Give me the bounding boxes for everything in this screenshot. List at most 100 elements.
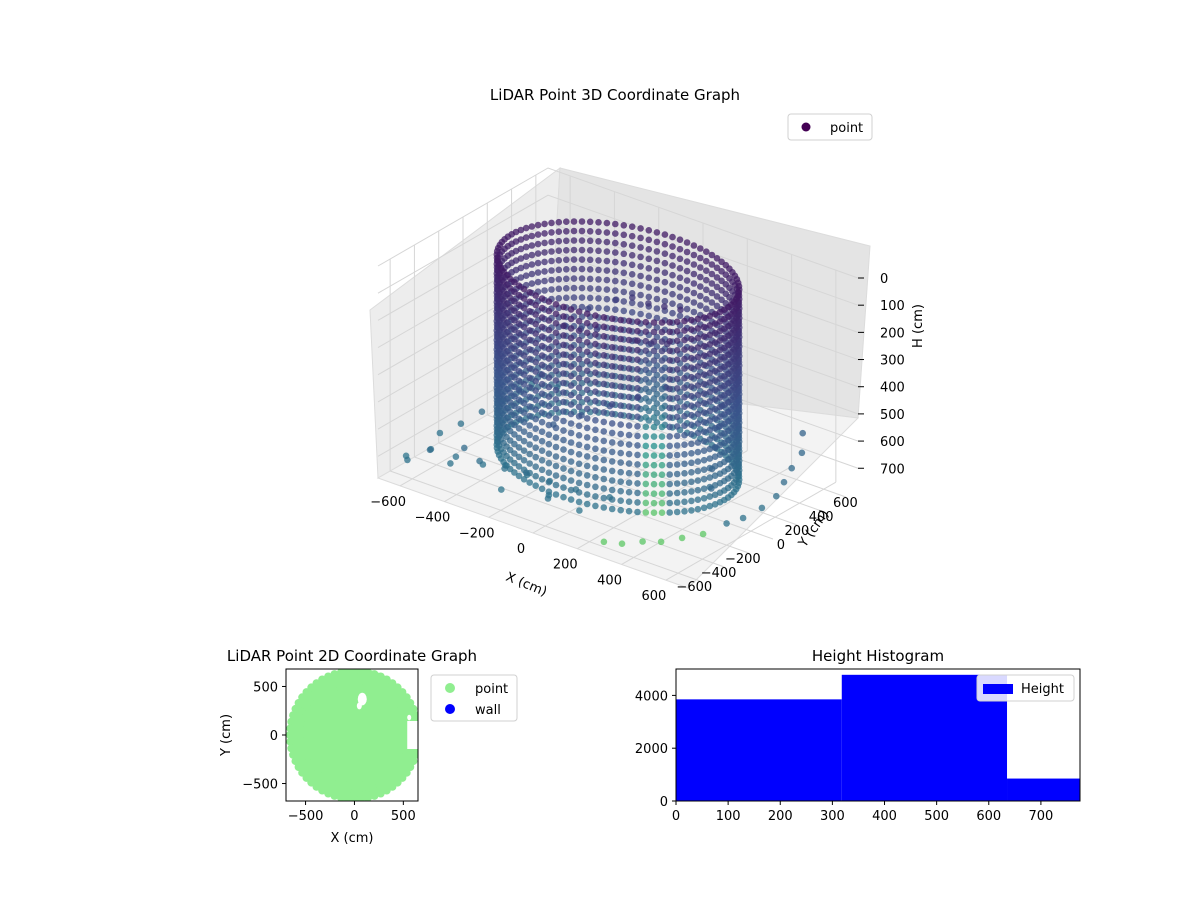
point-3d-1185: [515, 453, 523, 461]
point-3d-1211: [520, 285, 528, 293]
point-3d-151: [612, 230, 619, 237]
point-3d-1134: [511, 393, 518, 400]
point-3d-321: [645, 236, 653, 244]
gap-2d-1: [356, 702, 362, 710]
chart-3d-legend-marker: [801, 122, 811, 132]
point-2d-254: [357, 669, 366, 676]
point-3d-1697: [600, 361, 608, 369]
point-3d-1591: [706, 369, 714, 377]
point-3d-1891: [658, 404, 666, 412]
point-3d-1607: [583, 310, 591, 318]
point-3d-412: [661, 288, 669, 296]
point-3d-1362: [538, 457, 546, 464]
point-3d-24: [586, 228, 594, 235]
point-3d-1544: [711, 329, 719, 337]
point-3d-1854: [666, 452, 673, 459]
point-3d-751: [713, 264, 721, 272]
point-3d-1899: [658, 480, 666, 488]
point-3d-1350: [538, 342, 546, 350]
point-3d-1319: [532, 463, 539, 471]
point-3d-1869: [634, 394, 641, 402]
point-3d-1127: [511, 326, 518, 334]
point-3d-1575: [575, 422, 583, 430]
chart-3d-legend-box: [787, 113, 873, 141]
grid-z-4: [377, 276, 859, 388]
point-3d-1480: [560, 332, 567, 339]
point-3d-1843: [666, 347, 673, 355]
point-3d-409: [661, 259, 669, 267]
point-3d-1131: [511, 364, 518, 372]
point-3d-642: [436, 429, 444, 437]
chart-3d-legend-label: point: [830, 121, 863, 136]
point-3d-1947: [723, 520, 730, 527]
point-3d-1750: [608, 467, 616, 475]
point-3d-1849: [666, 404, 673, 412]
point-3d-1363: [538, 466, 546, 474]
point-3d-1489: [560, 417, 567, 425]
point-3d-1749: [608, 458, 616, 465]
point-3d-1257: [526, 289, 533, 296]
chart-3d-zlabel: H (cm): [911, 304, 926, 348]
grid-y-floor-0: [389, 470, 701, 582]
point-2d-272: [287, 744, 296, 753]
point-3d-1833: [625, 450, 633, 458]
point-3d-363: [653, 238, 661, 246]
point-3d-346: [522, 272, 530, 280]
point-3d-1944: [650, 509, 658, 516]
point-3d-876: [661, 303, 668, 310]
point-3d-1903: [642, 318, 650, 326]
point-3d-1732: [688, 497, 695, 505]
point-3d-1915: [642, 433, 650, 440]
point-3d-150: [612, 220, 619, 228]
point-3d-1772: [681, 479, 688, 487]
point-3d-1137: [511, 421, 518, 429]
point-3d-1181: [515, 415, 523, 423]
point-3d-1800: [673, 337, 681, 345]
point-2d-289: [376, 789, 385, 798]
point-3d-327: [645, 293, 653, 301]
point-3d-1855: [666, 461, 673, 469]
point-3d-1922: [642, 499, 650, 507]
point-3d-1401: [545, 412, 553, 419]
point-3d-1913: [642, 414, 650, 421]
point-2d-274: [291, 757, 300, 766]
point-3d-1810: [673, 432, 681, 440]
point-3d-94: [563, 294, 570, 302]
point-3d-259: [534, 259, 542, 267]
point-3d-174: [548, 248, 555, 255]
point-3d-1893: [658, 423, 666, 431]
point-3d-452: [669, 262, 676, 269]
chart-3d-grid: [377, 167, 859, 582]
point-3d-1940: [650, 471, 658, 479]
point-3d-1876: [634, 461, 641, 468]
point-3d-1033: [461, 444, 468, 452]
point-3d-1936: [650, 433, 658, 440]
point-3d-1610: [583, 339, 591, 346]
point-3d-1900: [658, 490, 666, 498]
point-3d-1938: [650, 452, 658, 459]
point-3d-1874: [634, 442, 641, 449]
point-3d-1908: [642, 366, 650, 374]
point-3d-1535: [567, 439, 575, 446]
point-3d-92: [563, 275, 570, 283]
point-3d-1559: [711, 472, 719, 480]
point-3d-535: [683, 248, 691, 256]
grid-y-floor-3: [462, 428, 774, 540]
point-3d-175: [548, 257, 555, 265]
point-3d-194: [620, 241, 628, 248]
point-3d-1568: [575, 355, 583, 363]
point-3d-1550: [711, 386, 719, 394]
point-3d-1686: [694, 458, 702, 465]
point-3d-1931: [650, 385, 658, 393]
point-3d-1347: [538, 314, 546, 321]
tick-3d-z-3: 300: [880, 354, 905, 369]
point-3d-201: [620, 307, 628, 315]
point-2d-280: [318, 786, 327, 795]
tick-3d-x-3: 0: [517, 542, 525, 557]
point-3d-1620: [583, 434, 591, 441]
point-3d-276: [637, 225, 644, 232]
point-3d-243: [628, 309, 636, 316]
point-3d-1863: [634, 337, 641, 345]
point-3d-9: [578, 284, 586, 292]
